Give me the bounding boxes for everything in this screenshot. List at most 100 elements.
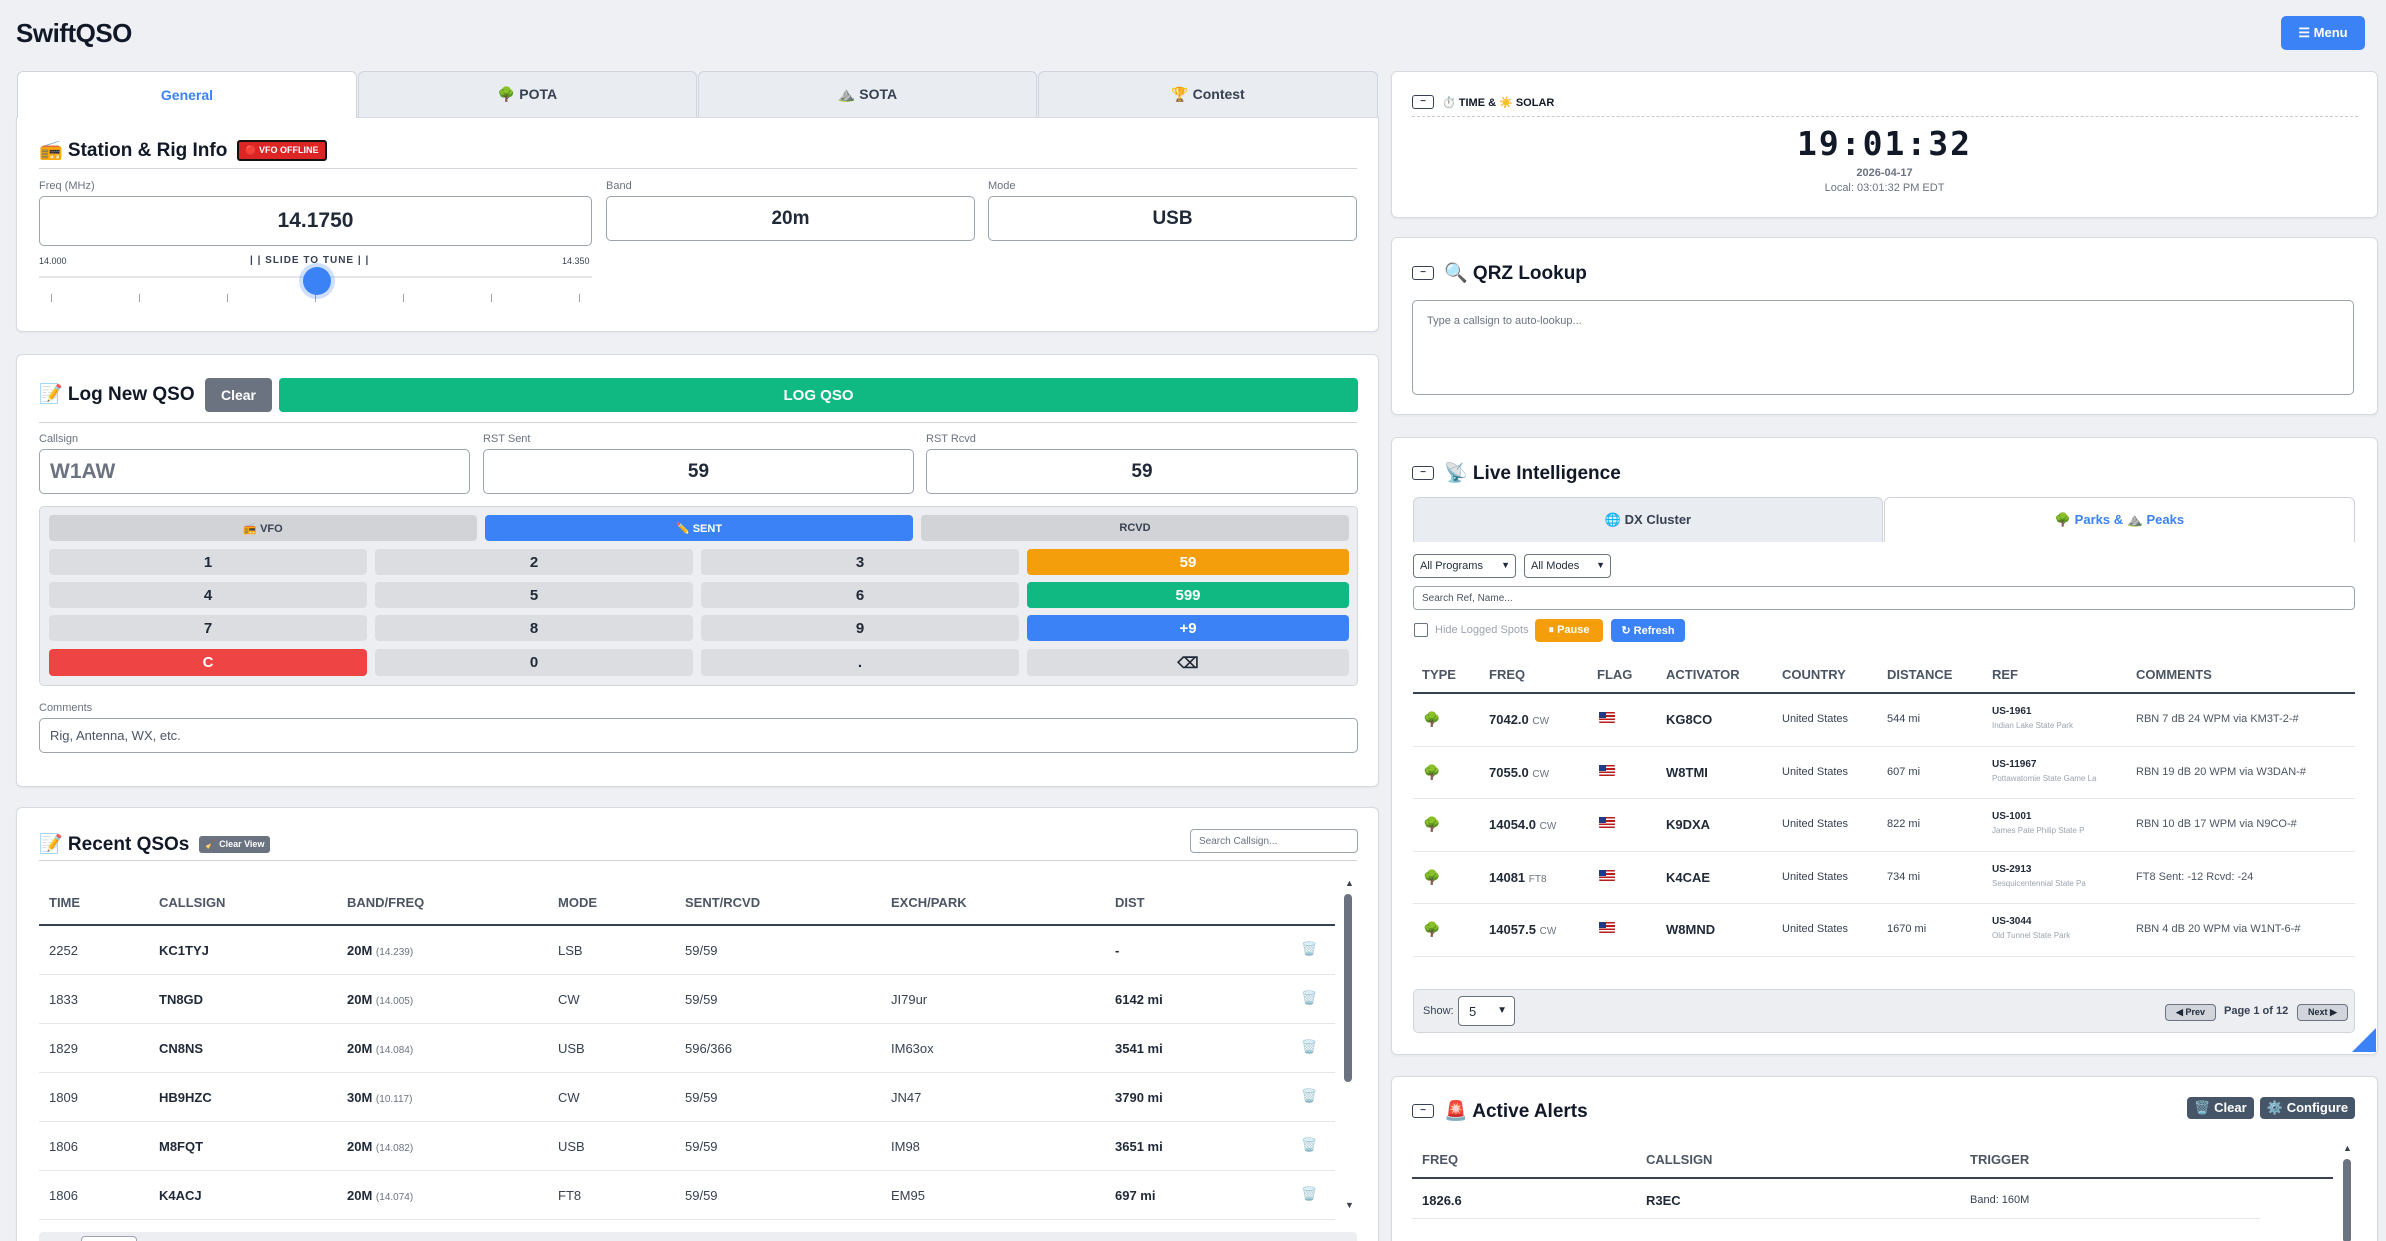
band-select[interactable]: 20m — [606, 196, 975, 241]
freq-input[interactable]: 14.1750 — [39, 196, 592, 246]
table-row[interactable]: 🌳 14054.0 CW K9DXA United States 822 mi … — [1413, 799, 2355, 852]
table-row[interactable]: 1806 M8FQT USB 59/59 IM98 3651 mi 20M (14.082)… — [39, 1122, 1335, 1171]
next-page-button[interactable]: Next ▶ — [2297, 1004, 2348, 1021]
qrz-input[interactable]: Type a callsign to auto-lookup... — [1412, 300, 2354, 395]
recent-qsos-card: 📝 Recent QSOs 🧹 Clear View Search Callsi… — [16, 807, 1379, 1241]
comments-input[interactable]: Rig, Antenna, WX, etc. — [39, 718, 1358, 753]
trash-icon[interactable]: 🗑️ — [1301, 1137, 1318, 1152]
hide-logged-checkbox[interactable] — [1414, 623, 1428, 637]
spot-activator[interactable]: W8TMI — [1666, 764, 1708, 780]
mode-select[interactable]: USB — [988, 196, 1357, 241]
resize-handle[interactable] — [2352, 1028, 2376, 1052]
alerts-scrollbar[interactable]: ▲ — [2340, 1143, 2354, 1241]
trash-icon[interactable]: 🗑️ — [1301, 1039, 1318, 1054]
alerts-title: 🚨 Active Alerts — [1444, 1101, 1588, 1122]
spot-ref[interactable]: US-1961 — [1992, 706, 2032, 717]
show-select[interactable]: 5 ▼ — [1458, 996, 1515, 1026]
tune-slider-thumb[interactable] — [303, 267, 331, 295]
intel-search-input[interactable]: Search Ref, Name... — [1413, 586, 2355, 610]
tab-contest[interactable]: 🏆 Contest — [1038, 71, 1378, 117]
spot-activator[interactable]: KG8CO — [1666, 712, 1713, 727]
recent-scrollbar[interactable]: ▲ ▼ — [1344, 878, 1354, 1210]
clear-button[interactable]: Clear — [205, 378, 272, 412]
trash-icon[interactable]: 🗑️ — [1301, 1088, 1318, 1103]
log-qso-button[interactable]: LOG QSO — [279, 378, 1358, 412]
utc-clock: 19:01:32 — [1797, 124, 1972, 163]
spot-activator[interactable]: W8MND — [1666, 922, 1716, 937]
table-row[interactable]: 🌳 14057.5 CW W8MND United States 1670 mi… — [1413, 904, 2355, 957]
cell-mode: CW — [558, 1090, 580, 1105]
keypad: 📻 VFO ✏️ SENT RCVD 1 2 3 59 4 5 6 599 7 … — [39, 506, 1358, 686]
prev-page-button[interactable]: ◀ Prev — [2165, 1004, 2216, 1021]
key-0[interactable]: 0 — [375, 649, 693, 676]
spot-ref[interactable]: US-2913 — [1992, 863, 2032, 875]
key-4[interactable]: 4 — [49, 582, 367, 608]
key-599[interactable]: 599 — [1027, 582, 1349, 608]
key-7[interactable]: 7 — [49, 615, 367, 641]
key-clear[interactable]: C — [49, 649, 367, 676]
collapse-icon[interactable]: − — [1412, 95, 1434, 109]
table-row[interactable]: 1806 K4ACJ FT8 59/59 EM95 697 mi 20M (14.074) 🗑… — [39, 1171, 1335, 1220]
rst-sent-input[interactable]: 59 — [483, 449, 914, 494]
callsign-label: Callsign — [39, 433, 79, 445]
trash-icon[interactable]: 🗑️ — [1301, 941, 1318, 956]
trash-icon[interactable]: 🗑️ — [1301, 990, 1318, 1005]
table-row[interactable]: 🌳 7055.0 CW W8TMI United States 607 mi U… — [1413, 747, 2355, 799]
collapse-icon[interactable]: − — [1412, 466, 1434, 480]
collapse-icon[interactable]: − — [1412, 1104, 1434, 1118]
key-backspace[interactable]: ⌫ — [1027, 649, 1349, 676]
spot-comment: RBN 7 dB 24 WPM via KM3T-2-# — [2136, 713, 2299, 725]
key-9[interactable]: 9 — [701, 615, 1019, 641]
spot-activator[interactable]: K4CAE — [1666, 869, 1711, 885]
spot-ref[interactable]: US-1001 — [1992, 811, 2032, 822]
tab-dx-cluster[interactable]: 🌐 DX Cluster — [1413, 497, 1883, 542]
modes-select[interactable]: All Modes ▼ — [1524, 554, 1611, 578]
key-8[interactable]: 8 — [375, 615, 693, 641]
band-value: 20M — [347, 1188, 373, 1203]
table-row[interactable]: 1829 CN8NS USB 596/366 IM63ox 3541 mi 20M (14.… — [39, 1024, 1335, 1073]
tab-sota[interactable]: ⛰️ SOTA — [698, 71, 1037, 117]
programs-select[interactable]: All Programs ▼ — [1413, 554, 1516, 578]
tab-general[interactable]: General — [17, 71, 357, 118]
key-dot[interactable]: . — [701, 649, 1019, 676]
refresh-button[interactable]: ↻ Refresh — [1611, 619, 1685, 642]
spot-ref[interactable]: US-3044 — [1992, 916, 2032, 927]
key-6[interactable]: 6 — [701, 582, 1019, 608]
callsign-input[interactable]: W1AW — [39, 449, 470, 494]
collapse-icon[interactable]: − — [1412, 266, 1434, 280]
table-row[interactable]: 🌳 14081 FT8 K4CAE United States 734 mi U… — [1413, 852, 2355, 904]
trash-icon[interactable]: 🗑️ — [1301, 1186, 1318, 1201]
alerts-configure-button[interactable]: ⚙️ Configure — [2260, 1097, 2355, 1119]
recent-search-input[interactable]: Search Callsign... — [1190, 829, 1358, 853]
key-plus9[interactable]: +9 — [1027, 615, 1349, 641]
table-row[interactable]: 🌳 7042.0 CW KG8CO United States 544 mi U… — [1413, 694, 2355, 747]
spot-freq: 14081 FT8 — [1489, 870, 1547, 885]
key-2[interactable]: 2 — [375, 549, 693, 575]
spot-ref[interactable]: US-11967 — [1992, 758, 2037, 770]
vfo-status-badge: 🔴 VFO OFFLINE — [237, 139, 327, 161]
key-1[interactable]: 1 — [49, 549, 367, 575]
spot-activator[interactable]: K9DXA — [1666, 817, 1711, 832]
pad-mode-vfo[interactable]: 📻 VFO — [49, 515, 477, 541]
tab-pota[interactable]: 🌳 POTA — [358, 71, 697, 117]
key-59[interactable]: 59 — [1027, 549, 1349, 575]
table-row[interactable]: 1809 HB9HZC CW 59/59 JN47 3790 mi 30M (10.117)… — [39, 1073, 1335, 1122]
key-3[interactable]: 3 — [701, 549, 1019, 575]
rst-rcvd-input[interactable]: 59 — [926, 449, 1358, 494]
key-5[interactable]: 5 — [375, 582, 693, 608]
pause-button[interactable]: ⏸ Pause — [1535, 619, 1603, 642]
tab-parks-peaks[interactable]: 🌳 Parks & ⛰️ Peaks — [1884, 497, 2355, 542]
clear-view-button[interactable]: 🧹 Clear View — [199, 835, 271, 853]
cell-dist: - — [1115, 943, 1120, 958]
rst-sent-label: RST Sent — [483, 433, 531, 445]
recent-page-size[interactable] — [81, 1236, 137, 1241]
pad-mode-rcvd[interactable]: RCVD — [921, 515, 1349, 541]
local-time: Local: 03:01:32 PM EDT — [1824, 182, 1945, 194]
table-row[interactable]: 1826.6 R3EC Band: 160M — [1412, 1179, 2260, 1219]
pad-mode-sent[interactable]: ✏️ SENT — [485, 515, 913, 541]
cell-band: 20M (14.005) — [347, 992, 413, 1007]
menu-button[interactable]: ☰ Menu — [2281, 16, 2365, 50]
table-row[interactable]: 1833 TN8GD CW 59/59 JI79ur 6142 mi 20M (14.005… — [39, 975, 1335, 1024]
table-row[interactable]: 2252 KC1TYJ LSB 59/59 - 20M (14.239) 🗑️ — [39, 926, 1335, 975]
alerts-clear-button[interactable]: 🗑️ Clear — [2187, 1097, 2254, 1119]
